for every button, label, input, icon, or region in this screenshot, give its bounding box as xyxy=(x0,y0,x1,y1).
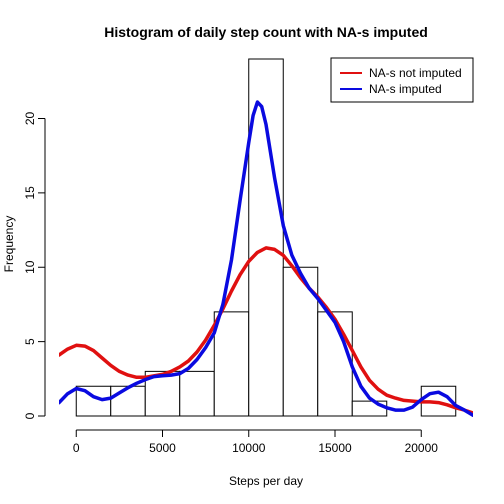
chart-title: Histogram of daily step count with NA-s … xyxy=(104,24,428,40)
histogram-bar xyxy=(110,385,146,417)
y-tick-label: 10 xyxy=(23,260,37,274)
histogram-bar xyxy=(213,311,250,417)
legend-label-not-imputed: NA-s not imputed xyxy=(369,66,462,80)
y-tick-label: 20 xyxy=(23,112,37,126)
x-tick-label: 0 xyxy=(73,441,80,455)
y-axis-label: Frequency xyxy=(2,216,16,273)
density-curve-not-imputed xyxy=(59,246,473,415)
histogram-bars xyxy=(75,58,457,417)
y-axis: 0 5 10 15 20 xyxy=(23,112,46,419)
y-tick-label: 15 xyxy=(23,186,37,200)
x-tick-label: 10000 xyxy=(232,441,266,455)
x-tick-label: 20000 xyxy=(405,441,439,455)
histogram-bar xyxy=(317,311,353,417)
y-tick-label: 0 xyxy=(23,412,37,419)
histogram-bar xyxy=(179,370,215,417)
x-axis: 0 5000 10000 15000 20000 xyxy=(73,429,439,455)
x-tick-label: 5000 xyxy=(149,441,176,455)
x-tick-label: 15000 xyxy=(318,441,352,455)
histogram-bar xyxy=(351,400,388,417)
density-curve-imputed xyxy=(59,100,473,417)
density-curves xyxy=(59,100,473,417)
legend-box xyxy=(330,57,474,103)
legend: NA-s not imputed NA-s imputed xyxy=(330,57,474,103)
y-tick-label: 5 xyxy=(23,338,37,345)
legend-label-imputed: NA-s imputed xyxy=(369,82,442,96)
x-axis-label: Steps per day xyxy=(229,474,303,488)
